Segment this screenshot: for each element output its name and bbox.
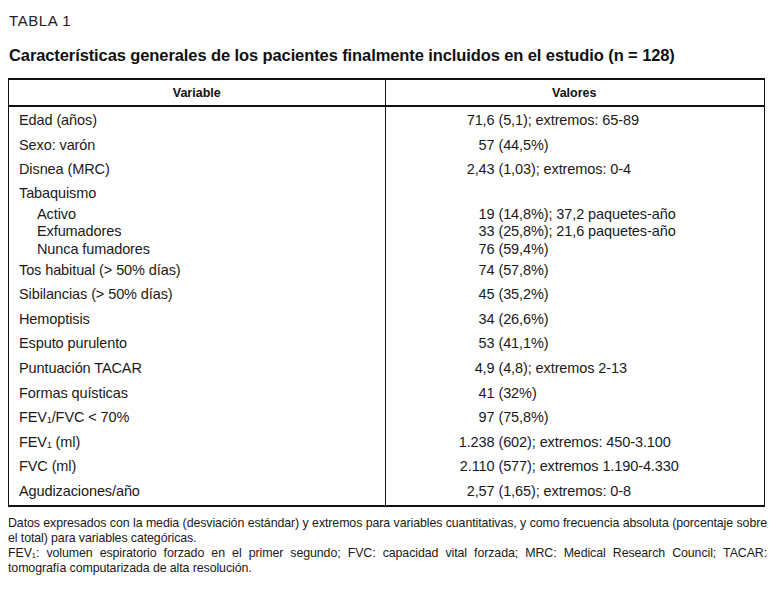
variable-cell: Agudizaciones/año: [9, 483, 385, 499]
table-row: Hemoptisis34 (26,6%): [9, 306, 764, 331]
value-number: 97: [385, 409, 495, 425]
value-cell: 97 (75,8%): [385, 409, 765, 425]
variable-cell: FVC (ml): [9, 458, 385, 474]
value-detail: (32%): [495, 385, 537, 401]
table-row: FEV₁ (ml)1.238 (602); extremos: 450-3.10…: [9, 429, 764, 454]
column-divider: [385, 80, 387, 505]
value-number: 74: [385, 262, 495, 278]
value-number: 71,6: [385, 112, 495, 128]
value-cell: 71,6 (5,1); extremos: 65-89: [385, 112, 765, 128]
article-table-page: TABLA 1 Características generales de los…: [0, 0, 777, 592]
variable-cell: Formas quísticas: [9, 385, 385, 401]
value-detail: (75,8%): [495, 409, 549, 425]
value-number: 33: [385, 223, 495, 239]
value-cell: 41 (32%): [385, 385, 765, 401]
table-row: Edad (años)71,6 (5,1); extremos: 65-89: [9, 108, 764, 133]
variable-cell: Edad (años): [9, 112, 385, 128]
value-cell: 53 (41,1%): [385, 335, 765, 351]
variable-cell: Puntuación TACAR: [9, 360, 385, 376]
value-detail: (5,1); extremos: 65-89: [495, 112, 639, 128]
value-cell: 2,57 (1,65); extremos: 0-8: [385, 483, 765, 499]
table-row: Disnea (MRC)2,43 (1,03); extremos: 0-4: [9, 157, 764, 182]
variable-cell: Tabaquismo: [9, 185, 385, 201]
table-row: Tabaquismo: [9, 182, 764, 205]
variable-cell: Esputo purulento: [9, 335, 385, 351]
value-detail: (14,8%); 37,2 paquetes-año: [495, 206, 676, 222]
value-cell: 76 (59,4%): [385, 241, 765, 257]
value-detail: (35,2%): [495, 286, 549, 302]
variable-cell: Hemoptisis: [9, 311, 385, 327]
value-detail: (41,1%): [495, 335, 549, 351]
value-number: 53: [385, 335, 495, 351]
table-row: Agudizaciones/año2,57 (1,65); extremos: …: [9, 479, 764, 504]
value-number: 41: [385, 385, 495, 401]
value-cell: 4,9 (4,8); extremos 2-13: [385, 360, 765, 376]
variable-cell: Tos habitual (> 50% días): [9, 262, 385, 278]
table-row: FVC (ml)2.110 (577); extremos 1.190-4.33…: [9, 454, 764, 479]
value-detail: (57,8%): [495, 262, 549, 278]
value-cell: 57 (44,5%): [385, 137, 765, 153]
value-cell: 34 (26,6%): [385, 311, 765, 327]
value-detail: (4,8); extremos 2-13: [495, 360, 627, 376]
variable-cell: Activo: [9, 206, 385, 222]
table-label: TABLA 1: [9, 12, 768, 29]
table-row: Nunca fumadores76 (59,4%): [9, 240, 764, 258]
variable-cell: Exfumadores: [9, 223, 385, 239]
value-number: 2,57: [385, 483, 495, 499]
column-header-variable: Variable: [9, 86, 385, 100]
value-detail: (59,4%): [495, 241, 549, 257]
value-detail: (1,03); extremos: 0-4: [495, 161, 631, 177]
variable-cell: Sexo: varón: [9, 137, 385, 153]
value-detail: (602); extremos: 450-3.100: [495, 434, 671, 450]
table-row: Puntuación TACAR4,9 (4,8); extremos 2-13: [9, 356, 764, 381]
value-detail: (26,6%): [495, 311, 549, 327]
table-header-row: Variable Valores: [9, 80, 764, 107]
value-number: 19: [385, 206, 495, 222]
table-footnotes: Datos expresados con la media (desviació…: [8, 516, 767, 576]
table-title: Características generales de los pacient…: [9, 46, 768, 65]
value-detail: (44,5%): [495, 137, 549, 153]
table-row: Exfumadores33 (25,8%); 21,6 paquetes-año: [9, 222, 764, 240]
value-cell: 33 (25,8%); 21,6 paquetes-año: [385, 223, 765, 239]
table-row: Sexo: varón57 (44,5%): [9, 133, 764, 158]
value-detail: (1,65); extremos: 0-8: [495, 483, 631, 499]
table-body: Edad (años)71,6 (5,1); extremos: 65-89Se…: [9, 107, 764, 505]
table-row: Activo19 (14,8%); 37,2 paquetes-año: [9, 205, 764, 223]
variable-cell: Disnea (MRC): [9, 161, 385, 177]
footnote-data-description: Datos expresados con la media (desviació…: [8, 516, 767, 546]
characteristics-table: Variable Valores Edad (años)71,6 (5,1); …: [8, 78, 765, 507]
variable-cell: Sibilancias (> 50% días): [9, 286, 385, 302]
value-cell: 2.110 (577); extremos 1.190-4.330: [385, 458, 765, 474]
table-row: Formas quísticas41 (32%): [9, 380, 764, 405]
value-detail: (25,8%); 21,6 paquetes-año: [495, 223, 676, 239]
column-header-valores: Valores: [385, 86, 765, 100]
value-cell: 45 (35,2%): [385, 286, 765, 302]
value-detail: (577); extremos 1.190-4.330: [495, 458, 679, 474]
value-cell: 1.238 (602); extremos: 450-3.100: [385, 434, 765, 450]
value-number: 57: [385, 137, 495, 153]
value-number: 2.110: [385, 458, 495, 474]
value-number: 34: [385, 311, 495, 327]
variable-cell: Nunca fumadores: [9, 241, 385, 257]
value-number: 76: [385, 241, 495, 257]
value-cell: 19 (14,8%); 37,2 paquetes-año: [385, 206, 765, 222]
value-number: 45: [385, 286, 495, 302]
value-number: 1.238: [385, 434, 495, 450]
value-cell: 2,43 (1,03); extremos: 0-4: [385, 161, 765, 177]
table-row: Tos habitual (> 50% días)74 (57,8%): [9, 257, 764, 282]
table-row: Esputo purulento53 (41,1%): [9, 331, 764, 356]
value-number: 4,9: [385, 360, 495, 376]
variable-cell: FEV₁ (ml): [9, 434, 385, 450]
table-row: FEV₁/FVC < 70%97 (75,8%): [9, 405, 764, 430]
value-number: 2,43: [385, 161, 495, 177]
value-cell: 74 (57,8%): [385, 262, 765, 278]
table-row: Sibilancias (> 50% días)45 (35,2%): [9, 282, 764, 307]
variable-cell: FEV₁/FVC < 70%: [9, 409, 385, 425]
footnote-abbreviations: FEV₁: volumen espiratorio forzado en el …: [8, 546, 767, 576]
